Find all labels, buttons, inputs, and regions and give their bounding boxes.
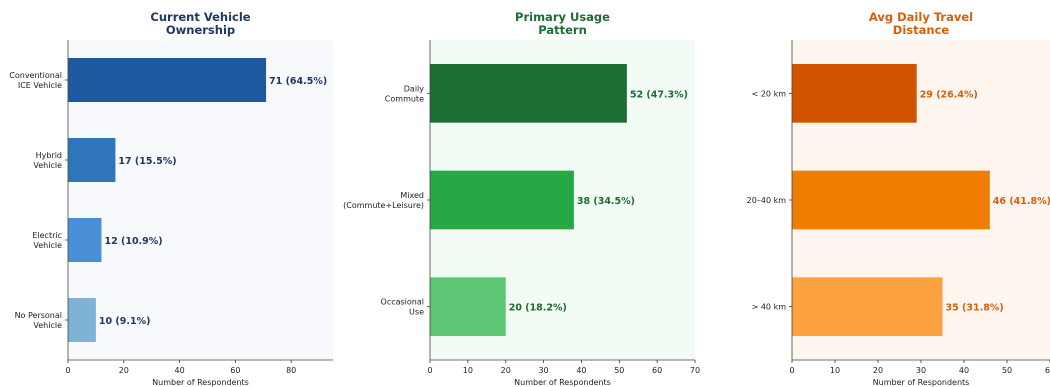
category-label-line: > 40 km [752,303,787,312]
category-label-line: < 20 km [752,89,787,98]
x-tick-label: 20 [119,366,129,375]
chart-title-line: Primary Usage [515,10,610,24]
bar [430,64,627,123]
x-tick-label: 50 [614,366,624,375]
chart-title: Avg Daily Travel Distance [869,10,973,37]
category-label-line: Vehicle [33,321,62,330]
x-tick-label: 0 [65,366,70,375]
x-axis-label: Number of Respondents [514,378,611,387]
x-tick-label: 10 [463,366,473,375]
category-label-line: Conventional [9,71,62,80]
data-label: 17 (15.5%) [118,156,176,167]
chart-title-line: Pattern [538,23,587,37]
category-label: Daily Commute [385,84,424,103]
chart-title: Current Vehicle Ownership [150,10,250,37]
data-label: 52 (47.3%) [630,89,688,100]
category-label: Mixed (Commute+Leisure) [343,191,424,210]
bar [68,298,96,342]
category-label-line: No Personal [15,311,62,320]
x-tick-label: 0 [789,366,794,375]
x-tick-label: 30 [538,366,548,375]
x-tick-label: 60 [652,366,662,375]
category-label-line: Vehicle [33,161,62,170]
data-label: 20 (18.2%) [509,303,567,314]
bar [68,58,267,102]
chart-panel-2: Primary Usage Pattern Daily Commute 52 (47.3… [343,10,700,387]
data-label: 38 (34.5%) [577,196,635,207]
data-label: 46 (41.8%) [993,196,1050,207]
category-label: Electric Vehicle [32,231,62,250]
x-tick-label: 50 [1002,366,1012,375]
category-label: Hybrid Vehicle [33,151,62,170]
bar [430,277,506,336]
data-label: 71 (64.5%) [269,76,327,87]
category-label-line: Hybrid [36,151,62,160]
category-label: > 40 km [752,303,787,312]
category-label: Conventional ICE Vehicle [9,71,62,90]
category-label-line: Electric [32,231,62,240]
x-tick-label: 60 [230,366,240,375]
category-label: < 20 km [752,89,787,98]
category-label-line: (Commute+Leisure) [343,201,424,210]
bar [792,277,943,336]
category-label-line: Use [409,308,424,317]
x-tick-label: 20 [501,366,511,375]
x-tick-label: 40 [576,366,586,375]
chart-title-line: Distance [893,23,950,37]
x-tick-label: 70 [690,366,700,375]
category-label-line: Commute [385,94,424,103]
category-label-line: Occasional [381,298,424,307]
category-label-line: Mixed [400,191,424,200]
x-tick-label: 10 [830,366,840,375]
category-label-line: 20–40 km [747,196,787,205]
category-label: 20–40 km [747,196,787,205]
chart-title-line: Ownership [166,23,235,37]
data-label: 12 (10.9%) [104,236,162,247]
x-tick-label: 60 [1045,366,1050,375]
data-label: 35 (31.8%) [946,303,1004,314]
x-tick-label: 40 [174,366,184,375]
bar [68,218,102,262]
data-label: 29 (26.4%) [920,89,978,100]
x-tick-label: 30 [916,366,926,375]
category-label-line: Daily [404,84,425,93]
x-axis-label: Number of Respondents [152,378,249,387]
category-label: No Personal Vehicle [15,311,63,330]
x-tick-label: 20 [873,366,883,375]
x-axis-label: Number of Respondents [873,378,970,387]
chart-panel-3: Avg Daily Travel Distance < 20 km 29 (26.4%… [747,10,1050,387]
x-tick-label: 0 [427,366,432,375]
x-tick-label: 40 [959,366,969,375]
data-label: 10 (9.1%) [99,316,151,327]
category-label: Occasional Use [381,298,425,317]
bar [430,170,574,230]
category-label-line: ICE Vehicle [18,81,62,90]
chart-title-line: Avg Daily Travel [869,10,973,24]
chart-panel-1: Current Vehicle Ownership Conventional ICE … [9,10,333,387]
bar [68,138,116,182]
category-label-line: Vehicle [33,241,62,250]
bar [792,170,990,230]
bar [792,64,917,123]
chart-title: Primary Usage Pattern [515,10,610,37]
chart-title-line: Current Vehicle [150,10,250,24]
x-tick-label: 80 [286,366,296,375]
